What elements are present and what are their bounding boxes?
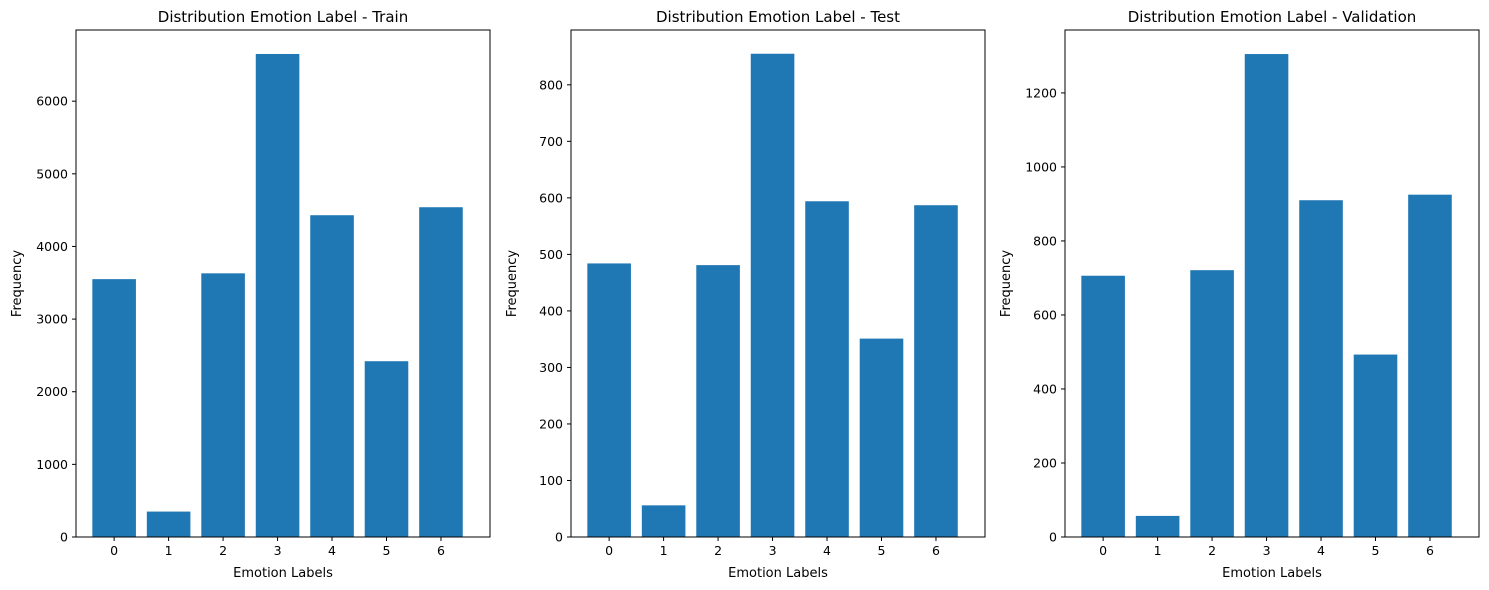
y-tick-label: 200 — [1033, 455, 1057, 470]
x-tick-label: 1 — [165, 543, 173, 558]
y-tick-label: 600 — [539, 190, 563, 205]
bar-2 — [1190, 270, 1234, 537]
y-tick-label: 600 — [1033, 307, 1057, 322]
y-tick-label: 800 — [539, 77, 563, 92]
x-axis-label: Emotion Labels — [1222, 566, 1322, 581]
y-tick-label: 0 — [60, 530, 68, 545]
y-tick-label: 1000 — [1025, 159, 1057, 174]
x-tick-label: 1 — [1154, 543, 1162, 558]
x-tick-label: 1 — [660, 543, 668, 558]
bar-5 — [364, 361, 409, 537]
y-axis-label: Frequency — [10, 250, 25, 317]
bar-6 — [914, 205, 958, 537]
y-tick-label: 500 — [539, 247, 563, 262]
bar-1 — [146, 511, 191, 537]
bar-2 — [201, 273, 245, 537]
bar-5 — [859, 338, 904, 537]
y-axis-label: Frequency — [505, 250, 520, 317]
x-tick-label: 4 — [1317, 543, 1325, 558]
x-axis-label: Emotion Labels — [728, 566, 828, 581]
x-tick-label: 3 — [769, 543, 777, 558]
chart-panel-1: 0 1 2 3 4 5 6 0 100 200 300 400 500 600 700 800 Distribu… — [505, 8, 986, 581]
x-tick-label: 5 — [878, 543, 886, 558]
chart-title: Distribution Emotion Label - Test — [656, 8, 900, 26]
bar-1 — [1135, 515, 1180, 537]
bar-3 — [255, 53, 300, 537]
y-axis-label: Frequency — [999, 250, 1014, 317]
bar-6 — [419, 207, 463, 538]
x-tick-label: 0 — [1099, 543, 1107, 558]
bar-6 — [1408, 194, 1452, 537]
y-tick-label: 100 — [539, 473, 563, 488]
bar-4 — [1299, 200, 1343, 538]
y-tick-label: 3000 — [36, 312, 68, 327]
y-tick-label: 700 — [539, 134, 563, 149]
x-tick-label: 2 — [1208, 543, 1216, 558]
bar-4 — [805, 201, 849, 537]
y-tick-label: 400 — [539, 303, 563, 318]
y-tick-label: 200 — [539, 416, 563, 431]
chart-title: Distribution Emotion Label - Train — [158, 8, 408, 26]
y-tick-label: 1200 — [1025, 85, 1057, 100]
y-tick-label: 2000 — [36, 384, 68, 399]
chart-panel-2: 0 1 2 3 4 5 6 0 200 400 600 800 1000 1200 Distribution… — [999, 8, 1480, 581]
y-tick-label: 800 — [1033, 233, 1057, 248]
bar-3 — [750, 53, 795, 538]
bar-2 — [696, 265, 740, 537]
x-tick-label: 6 — [437, 543, 445, 558]
axes-frame — [75, 29, 491, 538]
bar-0 — [587, 263, 631, 537]
x-tick-label: 2 — [714, 543, 722, 558]
chart-title: Distribution Emotion Label - Validation — [1128, 8, 1417, 26]
y-tick-label: 0 — [1049, 530, 1057, 545]
x-tick-label: 0 — [605, 543, 613, 558]
x-tick-label: 5 — [1372, 543, 1380, 558]
bar-3 — [1244, 54, 1289, 538]
x-tick-label: 3 — [1263, 543, 1271, 558]
bar-0 — [1081, 275, 1125, 537]
chart-panel-0: 0 1 2 3 4 5 6 0 1000 2000 3000 4000 5000 6000 Distribu… — [10, 8, 491, 581]
bar-0 — [92, 279, 136, 537]
axes-frame — [570, 29, 986, 538]
x-tick-label: 3 — [274, 543, 282, 558]
x-tick-label: 5 — [383, 543, 391, 558]
x-tick-label: 2 — [219, 543, 227, 558]
y-tick-label: 0 — [555, 530, 563, 545]
x-tick-label: 0 — [110, 543, 118, 558]
x-tick-label: 4 — [328, 543, 336, 558]
x-tick-label: 4 — [823, 543, 831, 558]
y-tick-label: 4000 — [36, 239, 68, 254]
y-tick-label: 6000 — [36, 94, 68, 109]
y-tick-label: 300 — [539, 360, 563, 375]
x-tick-label: 6 — [1426, 543, 1434, 558]
y-tick-label: 400 — [1033, 381, 1057, 396]
y-tick-label: 1000 — [36, 457, 68, 472]
axes-frame — [1064, 29, 1480, 538]
bar-5 — [1353, 354, 1398, 537]
x-axis-label: Emotion Labels — [233, 566, 333, 581]
bar-1 — [641, 505, 686, 537]
y-tick-label: 5000 — [36, 166, 68, 181]
x-tick-label: 6 — [932, 543, 940, 558]
bar-4 — [310, 215, 354, 537]
